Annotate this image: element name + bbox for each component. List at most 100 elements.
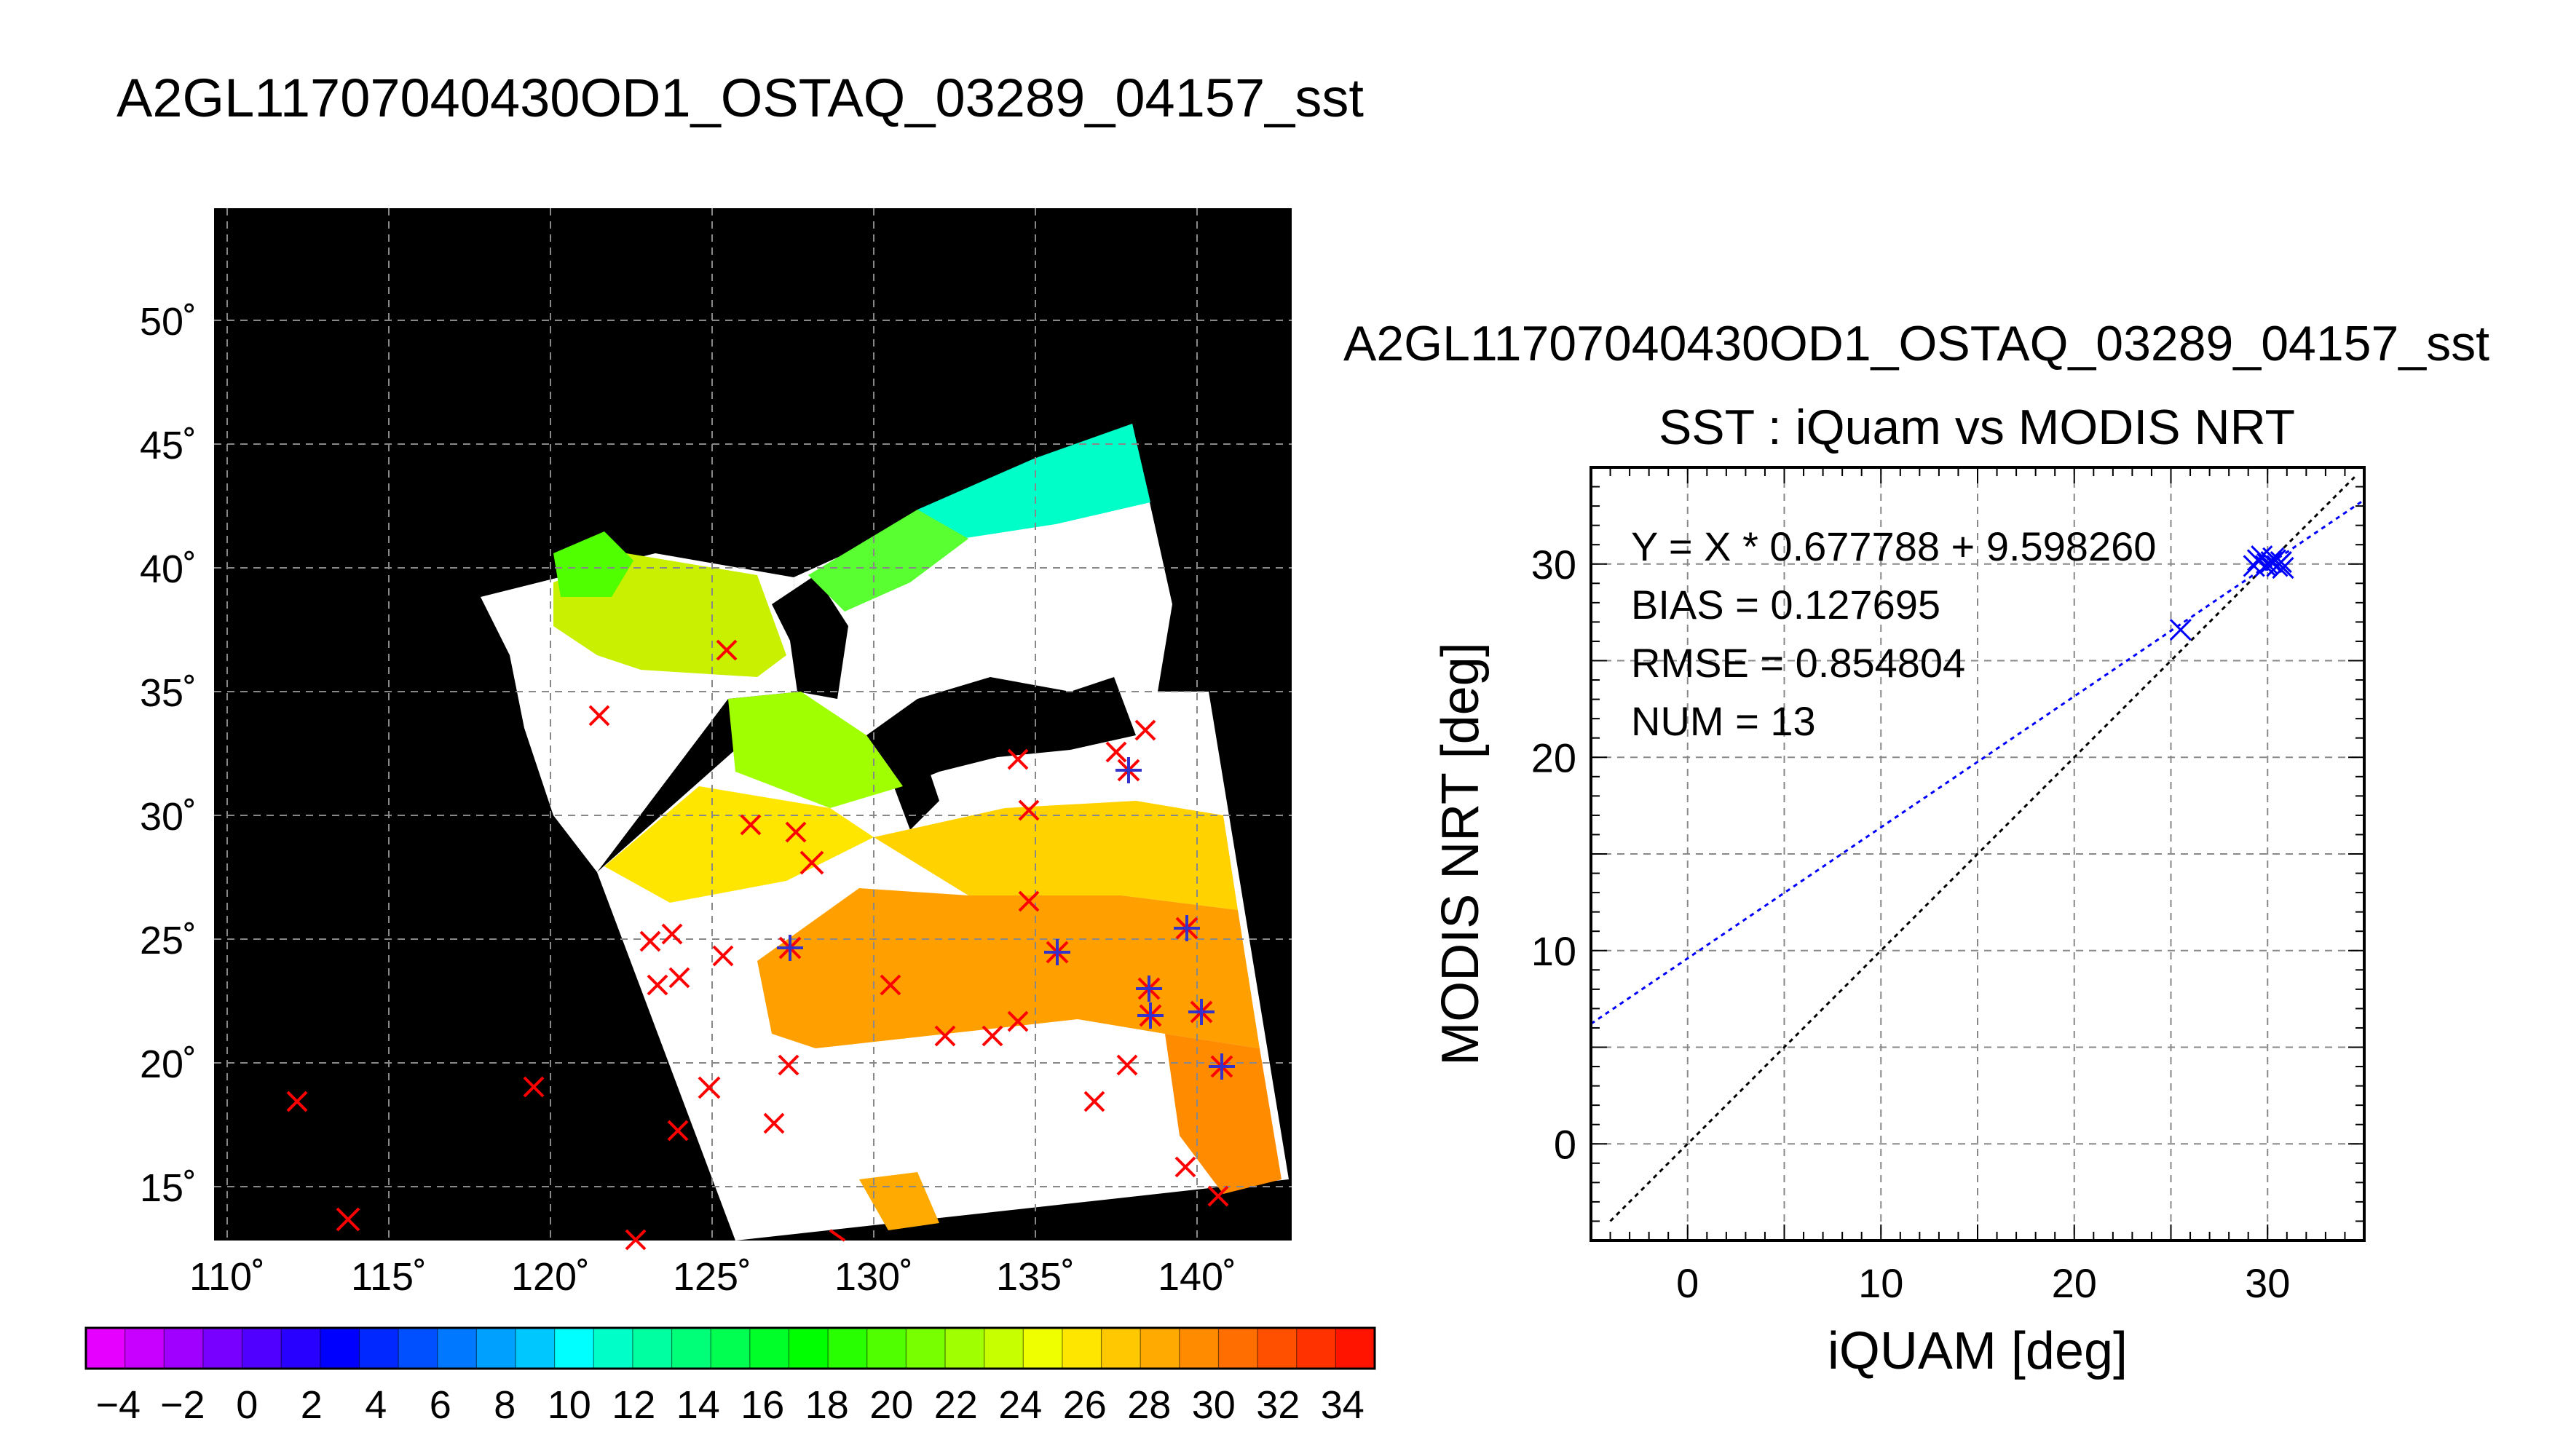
colorbar-label: −4 xyxy=(95,1383,141,1427)
sst-pacific-orange xyxy=(757,888,1260,1048)
scatter-point xyxy=(2264,549,2286,571)
colorbar-cell xyxy=(945,1328,985,1369)
iquam-marker xyxy=(763,1112,785,1134)
iquam-marker xyxy=(982,1025,1003,1047)
iquam-marker xyxy=(799,850,824,875)
colorbar-cell xyxy=(1179,1328,1220,1369)
colorbar-cell xyxy=(437,1328,477,1369)
iquam-marker xyxy=(588,705,610,727)
scatter-subtitle: SST : iQuam vs MODIS NRT xyxy=(1659,400,2295,455)
iquam-markers xyxy=(286,639,1229,1251)
colorbar-cell xyxy=(125,1328,165,1369)
iquam-marker xyxy=(1018,799,1040,821)
colorbar-cell xyxy=(632,1328,673,1369)
sst-pacific-deep-orange xyxy=(1165,1034,1282,1194)
num-value: NUM = 13 xyxy=(1631,698,1816,744)
colorbar-labels: −4 −2 0 2 4 6 8 10 12 14 16 18 20 22 24 26 28 30 32 34 xyxy=(95,1383,1364,1427)
colorbar-cell xyxy=(866,1328,907,1369)
scatter-point xyxy=(2270,551,2292,574)
lat-label: 20˚ xyxy=(140,1042,197,1086)
map-panel: 15˚ 20˚ 25˚ 30˚ 35˚ 40˚ 45˚ 50˚ 110˚ 115… xyxy=(140,208,1292,1299)
scatter-ticks: 0 10 20 30 0 10 20 30 xyxy=(1531,467,2364,1306)
iquam-marker xyxy=(1018,890,1040,912)
colorbar-cell xyxy=(593,1328,633,1369)
matchup-marker xyxy=(1209,1053,1235,1080)
scatter-panel: A2GL11707040430OD1_OSTAQ_03289_04157_sst… xyxy=(1343,316,2489,1380)
matchup-marker xyxy=(777,935,803,961)
colorbar-cell xyxy=(749,1328,790,1369)
iquam-marker xyxy=(625,1229,647,1251)
map-lat-labels: 15˚ 20˚ 25˚ 30˚ 35˚ 40˚ 45˚ 50˚ xyxy=(140,300,197,1210)
colorbar-label: 8 xyxy=(494,1383,516,1427)
colorbar-label: 14 xyxy=(676,1383,720,1427)
matchup-markers xyxy=(777,757,1235,1080)
rmse-value: RMSE = 0.854804 xyxy=(1631,640,1965,686)
colorbar-cell xyxy=(906,1328,946,1369)
y-axis-label: MODIS NRT [deg] xyxy=(1431,642,1490,1066)
iquam-marker xyxy=(668,967,690,989)
iquam-marker xyxy=(1134,719,1156,741)
y-tick-label: 30 xyxy=(1531,542,1576,587)
map-lon-labels: 110˚ 115˚ 120˚ 125˚ 130˚ 135˚ 140˚ xyxy=(189,1255,1236,1299)
colorbar-cell xyxy=(516,1328,556,1369)
colorbar-label: 6 xyxy=(430,1383,451,1427)
colorbar-cell xyxy=(242,1328,282,1369)
iquam-marker xyxy=(661,923,683,945)
colorbar: −4 −2 0 2 4 6 8 10 12 14 16 18 20 22 24 26 28 30 32 34 xyxy=(84,1326,1376,1427)
x-tick-label: 0 xyxy=(1676,1260,1699,1306)
colorbar-cell xyxy=(1335,1328,1375,1369)
colorbar-cell xyxy=(281,1328,321,1369)
colorbar-label: 20 xyxy=(869,1383,913,1427)
colorbar-label: 32 xyxy=(1256,1383,1300,1427)
scatter-point xyxy=(2260,551,2283,574)
land-korea xyxy=(772,575,848,699)
colorbar-cell xyxy=(476,1328,516,1369)
iquam-marker xyxy=(829,1229,846,1242)
lon-label: 115˚ xyxy=(351,1255,427,1299)
fit-line xyxy=(1590,499,2365,1025)
colorbar-cell xyxy=(86,1328,126,1369)
iquam-marker xyxy=(1105,741,1127,763)
sst-japan-sea-green xyxy=(808,510,968,612)
lat-label: 40˚ xyxy=(140,547,197,591)
iquam-marker xyxy=(523,1076,545,1098)
colorbar-cell xyxy=(1062,1328,1102,1369)
iquam-marker xyxy=(1207,1185,1229,1207)
colorbar-cell xyxy=(1296,1328,1336,1369)
colorbar-label: 22 xyxy=(934,1383,978,1427)
lat-label: 45˚ xyxy=(140,424,197,467)
colorbar-cells xyxy=(86,1328,1375,1369)
x-axis-label: iQUAM [deg] xyxy=(1828,1322,2128,1380)
lat-label: 35˚ xyxy=(140,671,197,715)
colorbar-cell xyxy=(1023,1328,1063,1369)
matchup-marker xyxy=(1044,939,1070,965)
scatter-title: A2GL11707040430OD1_OSTAQ_03289_04157_sst xyxy=(1343,316,2489,371)
map-title: A2GL11707040430OD1_OSTAQ_03289_04157_sst xyxy=(117,68,1364,128)
colorbar-frame xyxy=(84,1326,1376,1370)
colorbar-cell xyxy=(1257,1328,1298,1369)
x-tick-label: 20 xyxy=(2052,1260,2097,1306)
iquam-marker xyxy=(778,1054,799,1076)
iquam-marker xyxy=(740,814,762,836)
iquam-marker xyxy=(1174,1156,1196,1178)
colorbar-cell xyxy=(202,1328,243,1369)
colorbar-cell xyxy=(398,1328,438,1369)
lon-label: 110˚ xyxy=(189,1255,265,1299)
colorbar-label: 34 xyxy=(1321,1383,1365,1427)
sst-south-orange xyxy=(859,1172,939,1230)
colorbar-label: 16 xyxy=(741,1383,784,1427)
iquam-marker xyxy=(336,1207,360,1232)
matchup-marker xyxy=(1188,999,1215,1025)
colorbar-label: 2 xyxy=(301,1383,323,1427)
iquam-marker xyxy=(934,1025,956,1047)
iquam-marker xyxy=(1007,1010,1029,1032)
lon-label: 125˚ xyxy=(673,1255,751,1299)
sst-japan-sea-cyan xyxy=(917,424,1150,539)
colorbar-label: 26 xyxy=(1063,1383,1107,1427)
iquam-marker xyxy=(698,1076,721,1099)
matchup-marker xyxy=(1137,1002,1164,1029)
colorbar-cell xyxy=(711,1328,751,1369)
colorbar-cell xyxy=(164,1328,204,1369)
colorbar-cell xyxy=(1101,1328,1141,1369)
